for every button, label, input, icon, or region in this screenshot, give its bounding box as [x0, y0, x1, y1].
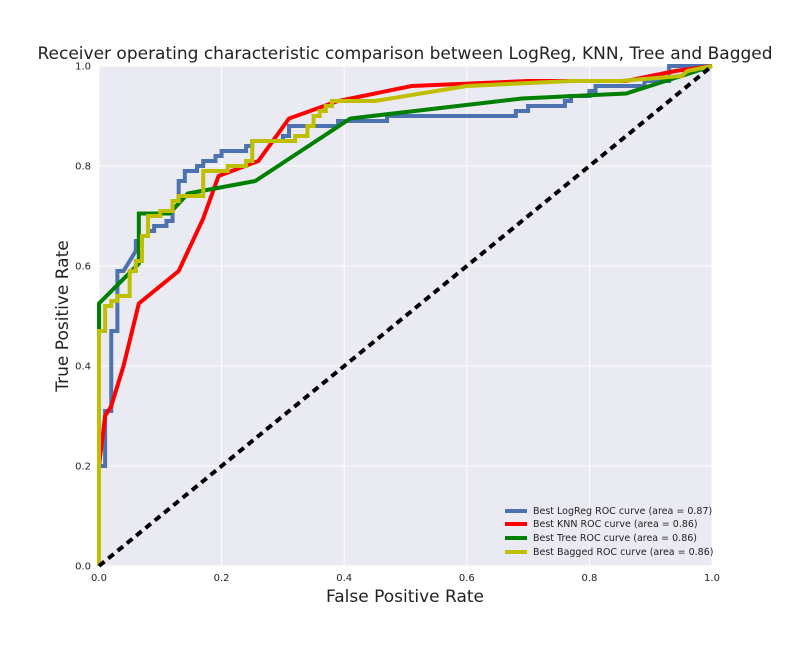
series-line-bagged — [97, 64, 713, 566]
legend-entry-logreg: Best LogReg ROC curve (area = 0.87) — [505, 506, 712, 517]
y-tick-label: 0.2 — [75, 462, 91, 473]
y-tick-label: 0.0 — [75, 562, 91, 573]
y-axis-label: True Positive Rate — [53, 240, 73, 392]
grid-lines — [98, 65, 713, 567]
x-tick-labels: 0.0 0.2 0.4 0.6 0.8 1.0 — [91, 573, 720, 584]
y-tick-label: 0.6 — [75, 262, 91, 273]
x-tick-label: 1.0 — [704, 573, 720, 584]
y-tick-label: 1.0 — [75, 62, 91, 73]
legend-entry-tree: Best Tree ROC curve (area = 0.86) — [505, 533, 697, 544]
x-axis-label: False Positive Rate — [326, 587, 484, 607]
x-tick-label: 0.4 — [336, 573, 352, 584]
legend-label-logreg: Best LogReg ROC curve (area = 0.87) — [533, 506, 712, 517]
x-tick-label: 0.8 — [581, 573, 597, 584]
legend: Best LogReg ROC curve (area = 0.87) Best… — [505, 506, 713, 558]
y-tick-labels: 0.0 0.2 0.4 0.6 0.8 1.0 — [75, 62, 91, 573]
legend-entry-bagged: Best Bagged ROC curve (area = 0.86) — [505, 547, 713, 558]
x-tick-label: 0.0 — [91, 573, 107, 584]
series-layer — [97, 64, 714, 568]
chart-title: Receiver operating characteristic compar… — [37, 44, 772, 64]
y-tick-label: 0.4 — [75, 362, 91, 373]
legend-label-knn: Best KNN ROC curve (area = 0.86) — [533, 519, 698, 530]
x-tick-label: 0.6 — [459, 573, 475, 584]
legend-label-tree: Best Tree ROC curve (area = 0.86) — [533, 533, 697, 544]
x-tick-label: 0.2 — [214, 573, 230, 584]
y-tick-label: 0.8 — [75, 162, 91, 173]
legend-label-bagged: Best Bagged ROC curve (area = 0.86) — [533, 547, 713, 558]
plot-background — [99, 66, 712, 566]
legend-entry-knn: Best KNN ROC curve (area = 0.86) — [505, 519, 698, 530]
